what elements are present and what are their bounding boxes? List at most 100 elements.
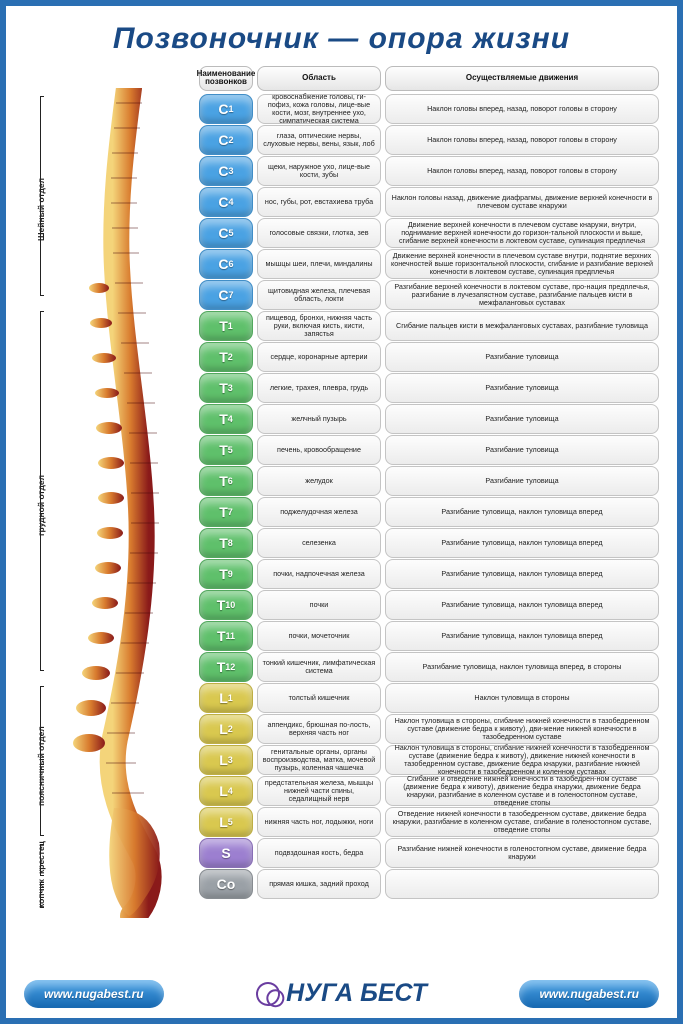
- motion-cell: Наклон туловища в стороны, сгибание нижн…: [385, 714, 659, 744]
- header-area: Область: [257, 66, 381, 91]
- url-right[interactable]: www.nugabest.ru: [519, 980, 659, 1008]
- motion-cell: Движение верхней конечности в плечевом с…: [385, 218, 659, 248]
- vertebra-pill-S: S: [199, 838, 253, 868]
- table-row: T3легкие, трахея, плевра, грудьРазгибани…: [199, 373, 659, 403]
- motion-cell: Разгибание туловища: [385, 404, 659, 434]
- table-row: C7щитовидная железа, плечевая область, л…: [199, 280, 659, 310]
- table-row: T8селезенкаРазгибание туловища, наклон т…: [199, 528, 659, 558]
- area-cell: легкие, трахея, плевра, грудь: [257, 373, 381, 403]
- vertebra-pill-C3: C3: [199, 156, 253, 186]
- area-cell: мышцы шеи, плечи, миндалины: [257, 249, 381, 279]
- motion-cell: Разгибание туловища, наклон туловища впе…: [385, 528, 659, 558]
- table-row: L2аппендикс, брюшная по-лость, верхняя ч…: [199, 714, 659, 744]
- table-row: T10почкиРазгибание туловища, наклон туло…: [199, 590, 659, 620]
- vertebra-pill-L4: L4: [199, 776, 253, 806]
- table-row: C6мышцы шеи, плечи, миндалиныДвижение ве…: [199, 249, 659, 279]
- vertebra-pill-C4: C4: [199, 187, 253, 217]
- area-cell: почки, мочеточник: [257, 621, 381, 651]
- area-cell: селезенка: [257, 528, 381, 558]
- header-name: Наименование позвонков: [199, 66, 253, 91]
- motion-cell: Разгибание верхней конечности в локтевом…: [385, 280, 659, 310]
- table-row: T5печень, кровообращениеРазгибание тулов…: [199, 435, 659, 465]
- content-area: Шейный отдел грудной отдел поясничный от…: [24, 66, 659, 971]
- table-row: C4нос, губы, рот, евстахиева трубаНаклон…: [199, 187, 659, 217]
- motion-cell: Разгибание туловища, наклон туловища впе…: [385, 590, 659, 620]
- table-row: C2глаза, оптические нервы, слуховые нерв…: [199, 125, 659, 155]
- area-cell: глаза, оптические нервы, слуховые нервы,…: [257, 125, 381, 155]
- table-row: L1толстый кишечникНаклон туловища в стор…: [199, 683, 659, 713]
- table-row: T12тонкий кишечник, лимфатическая систем…: [199, 652, 659, 682]
- vertebra-pill-T8: T8: [199, 528, 253, 558]
- area-cell: поджелудочная железа: [257, 497, 381, 527]
- area-cell: тонкий кишечник, лимфатическая система: [257, 652, 381, 682]
- table-row: T6желудокРазгибание туловища: [199, 466, 659, 496]
- table-row: C1кровоснабжение головы, ги-пофиз, кожа …: [199, 94, 659, 124]
- motion-cell: Наклон туловища в стороны, сгибание нижн…: [385, 745, 659, 775]
- vertebra-pill-L5: L5: [199, 807, 253, 837]
- area-cell: почки, надпочечная железа: [257, 559, 381, 589]
- vertebra-pill-C7: C7: [199, 280, 253, 310]
- table-row: L4предстательная железа, мышцы нижней ча…: [199, 776, 659, 806]
- table-headers: Наименование позвонков Область Осуществл…: [199, 66, 659, 91]
- brand: НУГА БЕСТ: [256, 979, 427, 1008]
- vertebra-pill-T11: T11: [199, 621, 253, 651]
- vertebra-pill-T12: T12: [199, 652, 253, 682]
- area-cell: почки: [257, 590, 381, 620]
- vertebra-pill-T1: T1: [199, 311, 253, 341]
- vertebra-pill-L2: L2: [199, 714, 253, 744]
- area-cell: кровоснабжение головы, ги-пофиз, кожа го…: [257, 94, 381, 124]
- vertebra-pill-T10: T10: [199, 590, 253, 620]
- area-cell: аппендикс, брюшная по-лость, верхняя час…: [257, 714, 381, 744]
- brand-logo-icon: [253, 979, 282, 1008]
- table-rows: C1кровоснабжение головы, ги-пофиз, кожа …: [199, 94, 659, 899]
- label-thoracic: грудной отдел: [36, 475, 46, 536]
- motion-cell: Разгибание туловища: [385, 342, 659, 372]
- table-row: Sподвздошная кость, бедраРазгибание нижн…: [199, 838, 659, 868]
- motion-cell: Наклон туловища в стороны: [385, 683, 659, 713]
- motion-cell: Разгибание нижней конечности в голеносто…: [385, 838, 659, 868]
- area-cell: предстательная железа, мышцы нижней част…: [257, 776, 381, 806]
- vertebra-pill-L3: L3: [199, 745, 253, 775]
- vertebra-pill-C1: C1: [199, 94, 253, 124]
- motion-cell: [385, 869, 659, 899]
- motion-cell: Разгибание туловища: [385, 466, 659, 496]
- motion-cell: Наклон головы вперед, назад, поворот гол…: [385, 94, 659, 124]
- area-cell: щеки, наружное ухо, лице-вые кости, зубы: [257, 156, 381, 186]
- motion-cell: Наклон головы назад, движение диафрагмы,…: [385, 187, 659, 217]
- table-row: T11почки, мочеточникРазгибание туловища,…: [199, 621, 659, 651]
- vertebra-pill-T2: T2: [199, 342, 253, 372]
- vertebra-pill-C5: C5: [199, 218, 253, 248]
- area-cell: желудок: [257, 466, 381, 496]
- motion-cell: Разгибание туловища, наклон туловища впе…: [385, 559, 659, 589]
- table-row: L3генитальные органы, органы воспроизвод…: [199, 745, 659, 775]
- motion-cell: Отведение нижней конечности в тазобедрен…: [385, 807, 659, 837]
- motion-cell: Разгибание туловища: [385, 435, 659, 465]
- area-cell: подвздошная кость, бедра: [257, 838, 381, 868]
- label-cervical: Шейный отдел: [36, 178, 46, 241]
- table-row: T2сердце, коронарные артерииРазгибание т…: [199, 342, 659, 372]
- area-cell: щитовидная железа, плечевая область, лок…: [257, 280, 381, 310]
- motion-cell: Разгибание туловища, наклон туловища впе…: [385, 621, 659, 651]
- motion-cell: Разгибание туловища: [385, 373, 659, 403]
- area-cell: прямая кишка, задний проход: [257, 869, 381, 899]
- table-row: T1пищевод, бронхи, нижняя часть руки, вк…: [199, 311, 659, 341]
- motion-cell: Разгибание туловища, наклон туловища впе…: [385, 652, 659, 682]
- vertebra-pill-C6: C6: [199, 249, 253, 279]
- motion-cell: Сгибание и отведение нижней конечности в…: [385, 776, 659, 806]
- label-lumbar: поясничный отдел: [36, 726, 46, 806]
- spine-illustration: [59, 88, 189, 918]
- area-cell: нижняя часть ног, лодыжки, ноги: [257, 807, 381, 837]
- table-row: L5нижняя часть ног, лодыжки, ногиОтведен…: [199, 807, 659, 837]
- footer: www.nugabest.ru НУГА БЕСТ www.nugabest.r…: [24, 971, 659, 1008]
- vertebra-pill-C2: C2: [199, 125, 253, 155]
- vertebra-pill-T4: T4: [199, 404, 253, 434]
- url-left[interactable]: www.nugabest.ru: [24, 980, 164, 1008]
- vertebra-pill-T5: T5: [199, 435, 253, 465]
- page-title: Позвоночник — опора жизни: [24, 22, 659, 56]
- motion-cell: Наклон головы вперед, назад, поворот гол…: [385, 156, 659, 186]
- vertebra-table: Наименование позвонков Область Осуществл…: [199, 66, 659, 971]
- brand-name: НУГА БЕСТ: [286, 979, 427, 1008]
- vertebra-pill-Co: Co: [199, 869, 253, 899]
- area-cell: печень, кровообращение: [257, 435, 381, 465]
- area-cell: голосовые связки, глотка, зев: [257, 218, 381, 248]
